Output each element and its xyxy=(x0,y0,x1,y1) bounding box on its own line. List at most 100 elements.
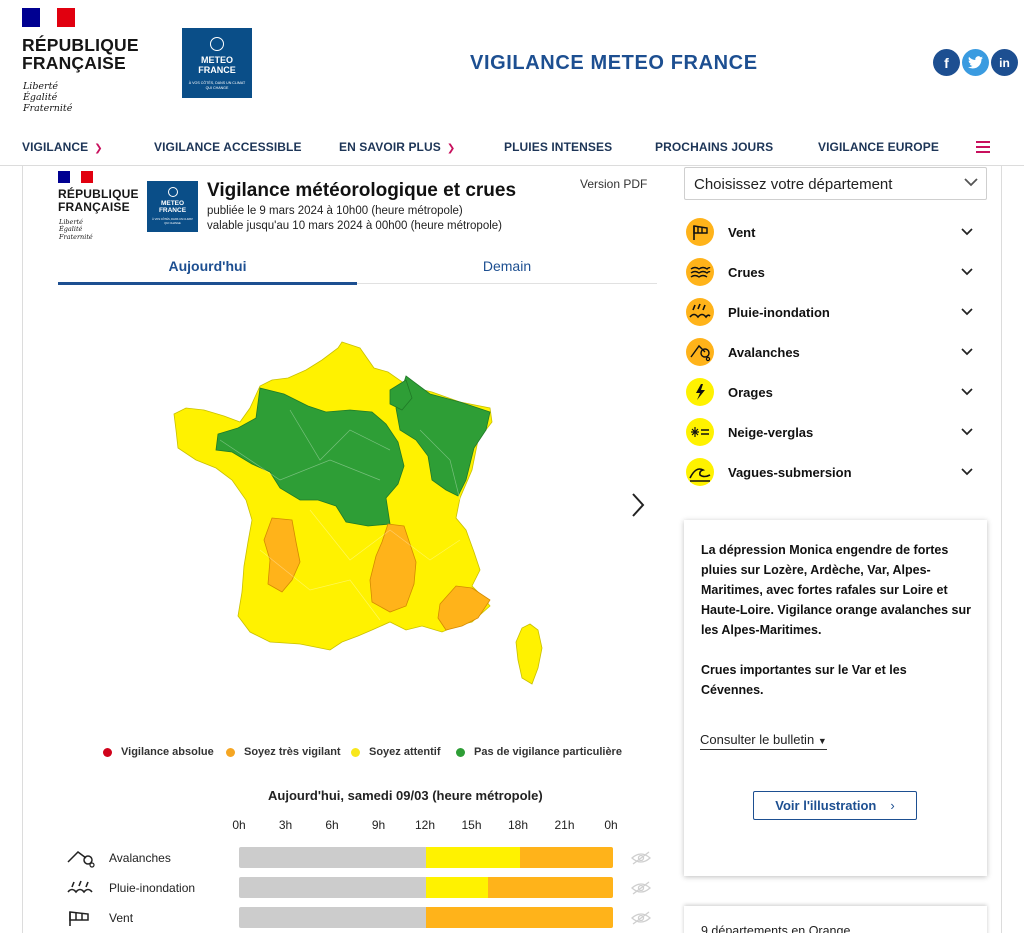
site-header: RÉPUBLIQUE FRANÇAISE Liberté Égalité Fra… xyxy=(0,0,1024,128)
timeline-segment-yellow xyxy=(426,847,520,868)
storm-icon xyxy=(686,378,714,406)
legend-item-very-vigilant: Soyez très vigilant xyxy=(226,746,341,758)
orange-departments-count: 9 départements en Orange xyxy=(701,924,851,933)
chevron-down-icon xyxy=(961,348,973,356)
risk-item-label: Orages xyxy=(728,385,773,400)
map-region-green-north[interactable] xyxy=(215,387,405,527)
timeline-segment-gray xyxy=(239,877,426,898)
chevron-down-icon: ❯ xyxy=(446,143,456,154)
summary-card: La dépression Monica engendre de fortes … xyxy=(684,520,987,876)
twitter-icon[interactable] xyxy=(962,49,989,76)
legend-dot-red xyxy=(103,747,112,757)
avalanche-icon xyxy=(686,338,714,366)
map-region-green-east[interactable] xyxy=(389,379,413,411)
legend-item-absolute: Vigilance absolue xyxy=(103,746,214,758)
bulletin-gov-motto: Liberté Égalité Fraternité xyxy=(59,218,93,241)
meteo-france-logo[interactable]: METEO FRANCE À VOS CÔTÉS, DANS UN CLIMAT… xyxy=(182,28,252,98)
bulletin-valid-until: valable jusqu'au 10 mars 2024 à 00h00 (h… xyxy=(207,220,502,232)
timeline-hour-label: 15h xyxy=(461,818,482,832)
risk-item-vagues-submersion[interactable]: Vagues-submersion xyxy=(686,458,986,486)
map-region-orange-center[interactable] xyxy=(369,523,417,613)
legend-item-no-vigilance: Pas de vigilance particulière xyxy=(456,746,622,758)
pdf-version-link[interactable]: Version PDF xyxy=(580,177,648,191)
hide-eye-icon[interactable] xyxy=(630,880,652,896)
main-nav: VIGILANCE ❯ VIGILANCE ACCESSIBLE EN SAVOI… xyxy=(0,128,1024,166)
timeline-bar-rain-flood[interactable] xyxy=(239,877,613,898)
timeline-hour-label: 3h xyxy=(278,818,293,832)
marianne-flag-icon xyxy=(58,171,93,183)
nav-vigilance-europe[interactable]: VIGILANCE EUROPE xyxy=(818,140,939,154)
timeline-hour-label: 0h xyxy=(604,818,618,832)
caret-down-icon: ▼ xyxy=(817,736,827,746)
chevron-down-icon xyxy=(964,178,978,187)
risk-item-crues[interactable]: Crues xyxy=(686,258,986,286)
legend-dot-green xyxy=(456,747,465,757)
site-title: VIGILANCE METEO FRANCE xyxy=(470,52,758,74)
bulletin-title: Vigilance météorologique et crues xyxy=(207,180,517,201)
risk-item-neige-verglas[interactable]: Neige-verglas xyxy=(686,418,986,446)
timeline-title: Aujourd'hui, samedi 09/03 (heure métropo… xyxy=(268,788,543,803)
risk-item-vent[interactable]: Vent xyxy=(686,218,986,246)
risk-item-label: Crues xyxy=(728,265,765,280)
summary-text-2: Crues importantes sur le Var et les Céve… xyxy=(701,663,907,697)
department-select[interactable]: Choisissez votre département xyxy=(684,167,987,200)
map-region-orange-southwest[interactable] xyxy=(263,517,301,593)
wind-icon xyxy=(69,911,89,926)
nav-vigilance[interactable]: VIGILANCE ❯ xyxy=(22,140,103,154)
tab-active-indicator xyxy=(58,282,357,285)
timeline-hour-label: 12h xyxy=(414,818,436,832)
chevron-down-icon xyxy=(961,308,973,316)
vigilance-map[interactable] xyxy=(160,330,550,690)
risk-item-label: Vent xyxy=(728,225,756,240)
nav-prochains-jours[interactable]: PROCHAINS JOURS xyxy=(655,140,774,154)
map-region-corsica[interactable] xyxy=(515,623,543,685)
tab-today[interactable]: Aujourd'hui xyxy=(168,258,247,274)
content-frame-right xyxy=(1001,166,1002,933)
timeline-bar-avalanches[interactable] xyxy=(239,847,613,868)
tab-divider xyxy=(357,283,657,284)
risk-item-label: Vagues-submersion xyxy=(728,465,852,480)
chevron-down-icon: ❯ xyxy=(94,143,103,154)
chevron-down-icon xyxy=(961,428,973,436)
tab-tomorrow[interactable]: Demain xyxy=(482,258,532,274)
legend-dot-orange xyxy=(226,747,235,757)
timeline-hour-label: 18h xyxy=(507,818,529,832)
linkedin-icon[interactable]: in xyxy=(991,49,1018,76)
chevron-down-icon xyxy=(961,228,973,236)
timeline-hour-label: 6h xyxy=(325,818,339,832)
chevron-down-icon xyxy=(961,268,973,276)
risk-item-label: Avalanches xyxy=(728,345,800,360)
map-region-green-northeast[interactable] xyxy=(395,375,491,497)
nav-vigilance-accessible[interactable]: VIGILANCE ACCESSIBLE xyxy=(154,140,302,154)
map-region-orange-southeast[interactable] xyxy=(437,585,491,631)
timeline-hour-label: 21h xyxy=(554,818,575,832)
consult-bulletin-dropdown[interactable]: Consulter le bulletin ▼ xyxy=(700,732,827,750)
flood-icon xyxy=(686,258,714,286)
map-department-borders xyxy=(219,409,461,621)
timeline-segment-orange xyxy=(426,907,613,928)
meteo-france-symbol-icon xyxy=(210,37,224,51)
view-illustration-button[interactable]: Voir l'illustration › xyxy=(753,791,917,820)
hamburger-icon[interactable] xyxy=(976,141,990,156)
facebook-icon[interactable]: f xyxy=(933,49,960,76)
wind-icon xyxy=(686,218,714,246)
rain-flood-icon xyxy=(67,880,93,894)
timeline-segment-gray xyxy=(239,847,426,868)
waves-icon xyxy=(686,458,714,486)
meteo-france-symbol-icon xyxy=(167,187,178,197)
next-map-arrow-icon[interactable] xyxy=(628,490,648,520)
gov-motto: Liberté Égalité Fraternité xyxy=(23,81,73,114)
hide-eye-icon[interactable] xyxy=(630,850,652,866)
nav-pluies-intenses[interactable]: PLUIES INTENSES xyxy=(504,140,613,154)
timeline-bar-wind[interactable] xyxy=(239,907,613,928)
risk-item-avalanches[interactable]: Avalanches xyxy=(686,338,986,366)
hide-eye-icon[interactable] xyxy=(630,910,652,926)
nav-en-savoir-plus[interactable]: EN SAVOIR PLUS ❯ xyxy=(339,140,456,154)
risk-item-orages[interactable]: Orages xyxy=(686,378,986,406)
chevron-down-icon xyxy=(961,388,973,396)
avalanche-icon xyxy=(67,851,95,868)
marianne-flag-icon xyxy=(22,8,75,27)
timeline-hour-label: 0h xyxy=(232,818,246,832)
bulletin-meteo-france-logo: METEO FRANCE À VOS CÔTÉS, DANS UN CLIMAT… xyxy=(147,181,198,232)
risk-item-pluie-inondation[interactable]: Pluie-inondation xyxy=(686,298,986,326)
